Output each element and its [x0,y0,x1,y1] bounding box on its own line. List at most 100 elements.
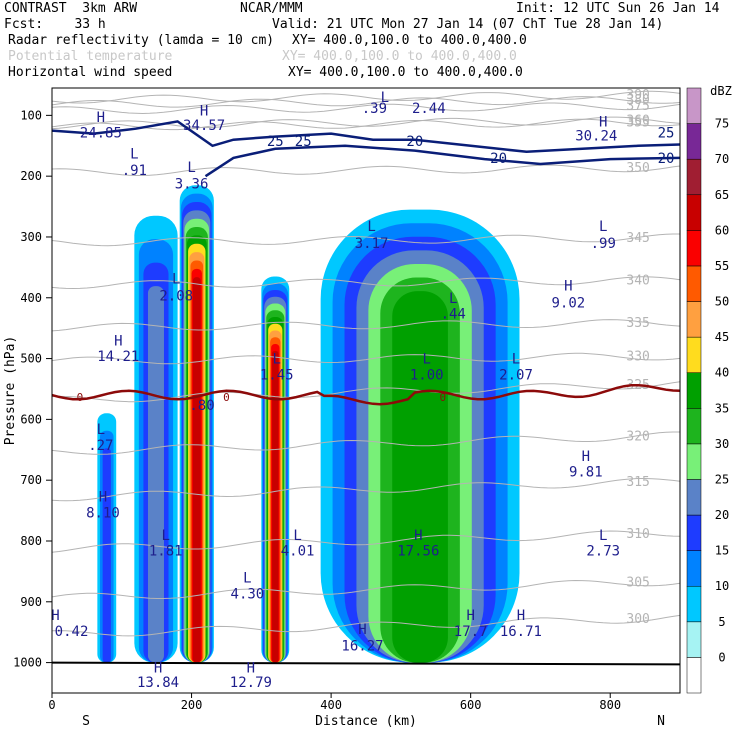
hl-label: 8.10 [86,505,120,521]
y-tick-label: 400 [20,291,42,305]
hl-label: H [358,622,366,638]
hl-label: .80 [189,398,214,414]
hl-label: L [97,422,105,438]
hl-label: L [162,528,170,544]
x-tick-label: 600 [460,698,482,712]
colorbar-swatch [686,230,702,267]
colorbar-tick-label: 40 [715,366,729,380]
wind-contour-label: 25 [267,134,284,150]
hl-label: H [414,528,422,544]
theta-contour-label: 330 [626,349,649,364]
colorbar-tick-label: 35 [715,401,729,415]
hl-label: 1.45 [260,367,294,383]
model-title: CONTRAST 3km ARW [4,1,138,16]
reflectivity-cells [97,185,520,663]
hl-label: L [381,90,389,106]
theta-contour-line [52,164,680,176]
hl-label: 14.21 [97,349,139,365]
hl-label: .99 [591,236,616,252]
hl-label: 12.79 [230,675,272,691]
colorbar-swatch [686,621,702,658]
hl-label: H [99,490,107,506]
wind-contour-line [52,120,680,154]
hl-label: 16.71 [500,624,542,640]
hl-label: L [293,528,301,544]
wind-contour-label: 25 [658,125,675,141]
hl-label: 1.00 [410,367,444,383]
reflectivity-band [102,448,111,663]
y-tick-label: 1000 [13,656,42,670]
wind-contour-label: 20 [406,134,423,150]
x-tick-label: 0 [48,698,55,712]
hl-label: 16.27 [341,639,383,655]
theta-contour-label: 310 [626,527,649,542]
colorbar-swatch [686,158,702,196]
reflectivity-cell [320,209,520,663]
wind-contour-label: 25 [295,134,312,150]
theta-contour-label: 320 [626,430,649,445]
field-xy-wind: XY= 400.0,100.0 to 400.0,400.0 [288,65,523,80]
hl-label: H [517,608,525,624]
colorbar-swatch [686,123,702,160]
theta-contour-line [52,96,680,108]
theta-contour-line [52,319,680,332]
wind-contour-line [204,144,680,178]
forecast-hour: Fcst: 33 h [4,17,106,32]
init-time: Init: 12 UTC Sun 26 Jan 14 [516,1,720,16]
colorbar-swatch [686,585,702,623]
colorbar-swatch [686,194,702,231]
colorbar-swatch [686,550,702,587]
freezing-level-label: 0 [439,391,446,404]
y-tick-label: 700 [20,473,42,487]
hl-label: L [172,271,180,287]
colorbar-tick-label: 15 [715,544,729,558]
colorbar-swatch [686,372,702,409]
hl-label: L [272,352,280,368]
y-tick-label: 600 [20,412,42,426]
colorbar-swatch [686,301,702,338]
hl-label: H [564,279,572,295]
ground-surface [52,661,680,666]
theta-contour-label: 305 [626,576,649,591]
colorbar-tick-label: 75 [715,117,729,131]
reflectivity-cell [134,215,178,663]
hl-label: 2.73 [586,544,620,560]
hl-label: .44 [441,307,466,323]
hl-label: .39 [362,101,387,117]
wind-contour-label: 20 [490,151,507,167]
hl-label: H [582,449,590,465]
hl-label: 30.24 [575,128,617,144]
hl-label: H [114,333,122,349]
hl-label: 9.81 [569,465,603,481]
colorbar-tick-label: 25 [715,472,729,486]
theta-contour-label: 300 [626,612,649,627]
hl-label: H [466,608,474,624]
hl-label: 1.81 [149,544,183,560]
hl-label: 17.56 [397,544,439,560]
reflectivity-band [192,277,201,663]
hl-label: 3.17 [355,236,389,252]
theta-contour-label: 345 [626,231,649,246]
organization: NCAR/MMM [240,1,303,16]
freezing-level-label: 0 [77,391,84,404]
freezing-level-line [52,383,680,406]
plot-border [51,87,681,694]
theta-contour-label: 380 [626,93,649,108]
theta-contour-line [52,90,680,104]
hl-label: 34.57 [183,118,225,134]
wind-speed-contours: 25 25 20 25 20 20 [52,120,680,178]
theta-contour-line [52,233,680,247]
hl-label: H [247,660,255,676]
theta-contour-label: 360 [626,114,649,129]
hl-label: L [599,219,607,235]
theta-contour-label: 335 [626,316,649,331]
colorbar-swatch [686,657,702,694]
hl-label: 9.02 [551,296,585,312]
reflectivity-band [147,286,164,663]
colorbar-unit: dBZ [710,84,732,98]
colorbar-swatch [686,87,702,124]
colorbar-tick-label: 0 [718,650,725,664]
hl-label: .91 [122,163,147,179]
hl-label: 2.44 [412,101,446,117]
